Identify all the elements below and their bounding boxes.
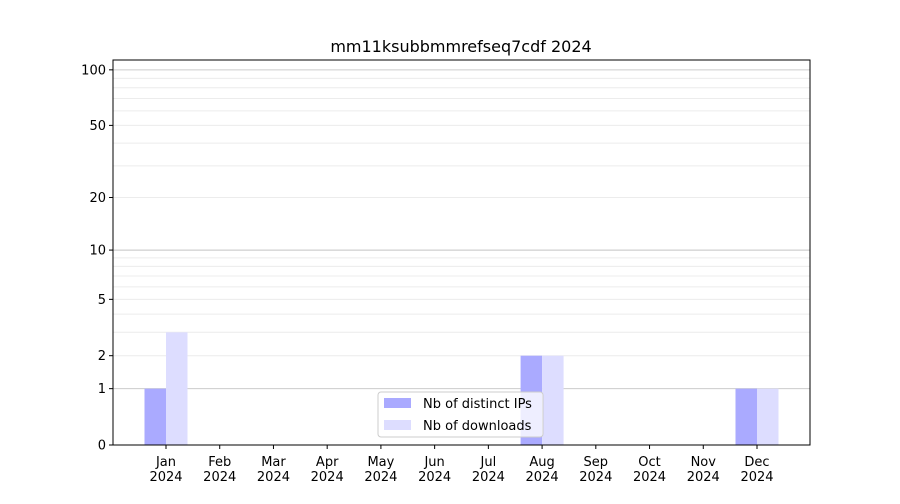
legend-swatch-downloads <box>384 420 411 430</box>
legend-label-ips: Nb of distinct IPs <box>423 397 532 412</box>
y-tick-label: 5 <box>98 293 106 308</box>
x-tick-label: 2024 <box>418 470 451 485</box>
y-tick-label: 20 <box>89 191 106 206</box>
bar-ips <box>144 388 166 445</box>
y-tick-label: 10 <box>89 244 106 259</box>
bar-ips <box>735 388 757 445</box>
x-tick-label: 2024 <box>257 470 290 485</box>
x-tick-label: 2024 <box>633 470 666 485</box>
x-tick-label: 2024 <box>579 470 612 485</box>
y-tick-label: 1 <box>98 382 106 397</box>
legend-swatch-ips <box>384 398 411 408</box>
x-tick-label: Dec <box>744 455 769 470</box>
x-tick-label: Sep <box>584 455 609 470</box>
x-tick-label: 2024 <box>364 470 397 485</box>
y-tick-label: 2 <box>98 349 106 364</box>
x-tick-label: 2024 <box>526 470 559 485</box>
x-tick-label: 2024 <box>311 470 344 485</box>
y-tick-label: 0 <box>98 439 106 454</box>
x-tick-label: Aug <box>529 455 554 470</box>
x-tick-label: Oct <box>638 455 660 470</box>
x-tick-label: Mar <box>261 455 286 470</box>
x-tick-label: 2024 <box>203 470 236 485</box>
legend-label-downloads: Nb of downloads <box>423 419 532 434</box>
legend: Nb of distinct IPs Nb of downloads <box>377 391 544 438</box>
chart-title: mm11ksubbmmrefseq7cdf 2024 <box>330 37 591 56</box>
x-tick-label: Apr <box>316 455 339 470</box>
x-tick-label: May <box>367 455 394 470</box>
plot-frame <box>112 59 811 446</box>
legend-box <box>377 391 544 438</box>
x-tick-label: Nov <box>691 455 717 470</box>
y-tick-label: 50 <box>89 119 106 134</box>
x-tick-label: Jun <box>423 455 444 470</box>
x-tick-label: Jul <box>480 455 497 470</box>
bar-downloads <box>757 388 779 445</box>
x-tick-label: Feb <box>208 455 231 470</box>
y-tick-label: 100 <box>81 63 106 78</box>
bar-downloads <box>542 355 564 445</box>
x-tick-label: 2024 <box>740 470 773 485</box>
bar-downloads <box>166 332 188 445</box>
x-tick-label: 2024 <box>472 470 505 485</box>
x-tick-label: 2024 <box>687 470 720 485</box>
x-tick-label: Jan <box>155 455 176 470</box>
x-tick-label: 2024 <box>149 470 182 485</box>
